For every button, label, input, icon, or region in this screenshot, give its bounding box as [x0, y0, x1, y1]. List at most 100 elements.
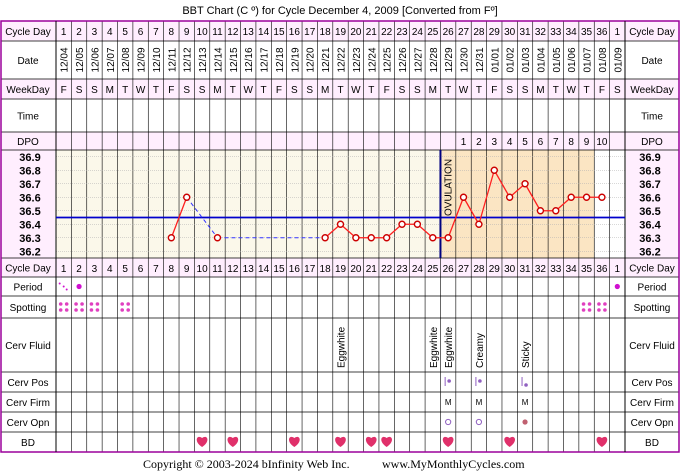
dpo-cell: 4	[507, 137, 513, 148]
cerv-fluid-text: Creamy	[475, 333, 486, 368]
dpo-cell: 3	[492, 137, 498, 148]
date-cell: 12/08	[121, 47, 132, 72]
cycle-day-cell: 34	[566, 27, 578, 38]
temp-point	[490, 166, 498, 174]
cycle-day-cell: 26	[443, 264, 455, 275]
y-tick-label-left: 36.2	[19, 246, 40, 258]
spotting-dot	[58, 308, 63, 312]
y-tick-label-right: 36.9	[639, 152, 660, 164]
cerv-pos-marker	[447, 379, 451, 383]
weekday-cell: T	[261, 85, 267, 96]
ovulation-label: OVULATION	[443, 159, 454, 216]
spotting-dot	[581, 308, 586, 312]
cycle-day-cell: 22	[381, 264, 393, 275]
bd-heart-icon	[335, 436, 346, 447]
y-tick-label-right: 36.7	[639, 179, 660, 191]
spotting-dot	[126, 302, 131, 306]
cycle-day-cell: 17	[304, 27, 316, 38]
cycle-day-cell: 23	[396, 27, 408, 38]
chart-frame	[0, 20, 680, 453]
weekday-cell: W	[244, 85, 254, 96]
spotting-dot	[603, 302, 607, 306]
spotting-dot	[89, 302, 94, 306]
weekday-cell: T	[368, 85, 374, 96]
bd-heart-icon	[381, 436, 392, 447]
y-tick-label-right: 36.5	[639, 206, 660, 218]
weekday-cell: S	[91, 85, 98, 96]
temp-point	[582, 193, 591, 201]
cycle-day-cell: 30	[504, 27, 516, 38]
temp-axis-left-bg	[1, 150, 55, 258]
cycle-day-cell: 6	[138, 264, 144, 275]
footer-site-link[interactable]: www.MyMonthlyCycles.com	[382, 457, 525, 471]
row-label-left: Time	[17, 112, 39, 123]
row-label-right: Cerv Firm	[630, 398, 674, 409]
temp-line-segment	[493, 169, 511, 198]
spotting-dot	[95, 308, 100, 312]
date-cell: 12/29	[444, 47, 455, 72]
cycle-day-cell: 16	[289, 264, 301, 275]
date-cell: 12/24	[367, 47, 378, 72]
header-row-bg	[1, 79, 679, 99]
date-cell: 12/13	[198, 47, 209, 72]
dpo-cell: 5	[522, 137, 528, 148]
date-cell: 01/08	[598, 47, 609, 72]
cycle-day-cell: 7	[153, 27, 159, 38]
cycle-day-cell: 18	[320, 27, 332, 38]
cycle-day-cell: 35	[581, 27, 593, 38]
cycle-day-cell: 12	[227, 27, 239, 38]
cycle-day-cell: 7	[153, 264, 159, 275]
weekday-cell: S	[199, 85, 206, 96]
cycle-day-cell: 1	[615, 27, 621, 38]
cycle-day-cell: 29	[489, 27, 501, 38]
weekday-cell: S	[76, 85, 83, 96]
spotting-dot	[74, 308, 78, 312]
temp-point	[398, 220, 406, 228]
bd-heart-icon	[596, 436, 608, 447]
spotting-dot	[120, 308, 125, 312]
date-cell: 12/06	[90, 47, 101, 72]
cycle-day-cell: 10	[197, 264, 209, 275]
weekday-cell: T	[583, 85, 589, 96]
spotting-dot	[95, 302, 100, 306]
temp-point	[567, 193, 575, 201]
dpo-cell: 9	[584, 137, 590, 148]
date-cell: 12/28	[429, 47, 440, 72]
temp-point	[183, 193, 191, 201]
weekday-cell: S	[614, 85, 621, 96]
bd-heart-icon	[365, 436, 377, 447]
temp-line-segment	[462, 196, 480, 225]
y-tick-label-right: 36.2	[639, 246, 660, 258]
cycle-day-cell: 27	[458, 27, 470, 38]
y-tick-label-left: 36.6	[19, 192, 40, 204]
temp-point	[413, 220, 422, 228]
cycle-day-cell: 9	[184, 27, 190, 38]
cerv-opn-marker	[522, 419, 528, 425]
row-label-left: Period	[14, 283, 43, 294]
spotting-dot	[597, 302, 601, 306]
temp-point	[521, 180, 529, 188]
date-cell: 01/09	[613, 47, 624, 72]
weekday-cell: S	[522, 85, 529, 96]
date-cell: 12/18	[275, 47, 286, 72]
date-cell: 12/09	[137, 47, 148, 72]
temp-point	[536, 207, 545, 215]
temp-line-segment	[524, 183, 541, 212]
weekday-cell: F	[491, 85, 497, 96]
weekday-cell: S	[506, 85, 513, 96]
cycle-day-cell: 35	[581, 264, 593, 275]
weekday-cell: S	[306, 85, 313, 96]
date-cell: 12/14	[213, 47, 224, 72]
cycle-day-cell: 19	[335, 264, 347, 275]
cerv-fluid-text: Eggwhite	[429, 326, 440, 368]
temp-point	[213, 234, 222, 242]
cerv-fluid-text: Eggwhite	[444, 326, 455, 368]
temp-point	[382, 234, 391, 242]
weekday-cell: T	[230, 85, 236, 96]
cycle-day-cell: 5	[122, 264, 128, 275]
spotting-dot	[120, 302, 125, 306]
temp-point	[459, 193, 468, 201]
cycle-day-cell: 34	[566, 264, 578, 275]
row-label-right: Time	[641, 112, 663, 123]
row-label-left: Cerv Firm	[6, 398, 50, 409]
